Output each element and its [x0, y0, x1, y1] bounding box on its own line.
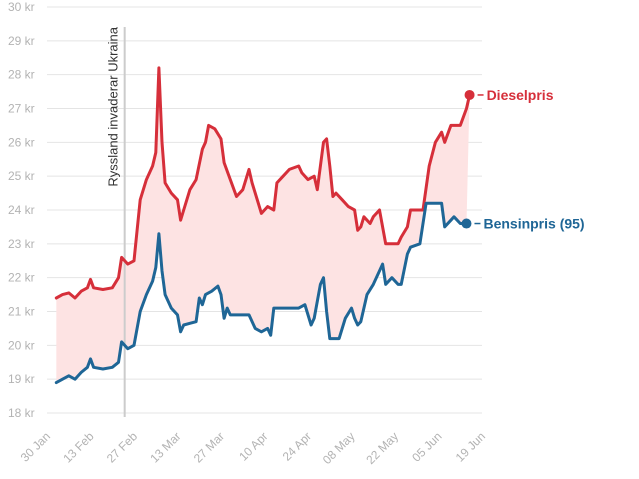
x-tick-label: 05 Jun: [409, 429, 444, 464]
annotation: Ryssland invaderar Ukraina: [106, 26, 126, 417]
y-axis: 18 kr 19 kr 20 kr 21 kr 22 kr 23 kr 24 kr 25 kr…: [8, 0, 35, 420]
diesel-series-line: [54, 66, 472, 300]
x-tick-label: 08 May: [320, 429, 358, 467]
y-tick-label: 27 kr: [8, 102, 35, 116]
price-gap-band: [56, 67, 470, 383]
y-tick-label: 24 kr: [8, 203, 35, 217]
x-tick-label: 24 Apr: [280, 429, 314, 463]
diesel-series-label: Dieselpris: [487, 87, 554, 103]
y-tick-label: 20 kr: [8, 338, 35, 352]
y-tick-label: 30 kr: [8, 0, 35, 14]
x-tick-label: 13 Feb: [60, 429, 97, 466]
y-tick-label: 25 kr: [8, 169, 35, 183]
x-tick-label: 10 Apr: [236, 429, 270, 463]
bensin-series-line: [54, 201, 468, 385]
x-tick-label: 22 May: [363, 429, 401, 467]
bensin-series-label: Bensinpris (95): [483, 216, 584, 232]
y-tick-label: 23 kr: [8, 237, 35, 251]
y-tick-label: 21 kr: [8, 305, 35, 319]
x-axis: 30 Jan 13 Feb 27 Feb 13 Mar 27 Mar 10 Apr 24 A…: [18, 429, 488, 467]
invasion-annotation-label: Ryssland invaderar Ukraina: [106, 26, 121, 186]
x-tick-label: 27 Mar: [191, 429, 227, 465]
bensin-end-point: [461, 218, 472, 229]
y-tick-label: 26 kr: [8, 135, 35, 149]
y-tick-label: 18 kr: [8, 406, 35, 420]
x-tick-label: 19 Jun: [453, 429, 488, 464]
diesel-end-point: [464, 89, 475, 100]
y-tick-label: 28 kr: [8, 68, 35, 82]
x-tick-label: 30 Jan: [18, 429, 53, 464]
x-tick-label: 13 Mar: [147, 429, 183, 465]
x-tick-label: 27 Feb: [104, 429, 141, 466]
y-tick-label: 22 kr: [8, 271, 35, 285]
y-tick-label: 29 kr: [8, 34, 35, 48]
y-tick-label: 19 kr: [8, 372, 35, 386]
